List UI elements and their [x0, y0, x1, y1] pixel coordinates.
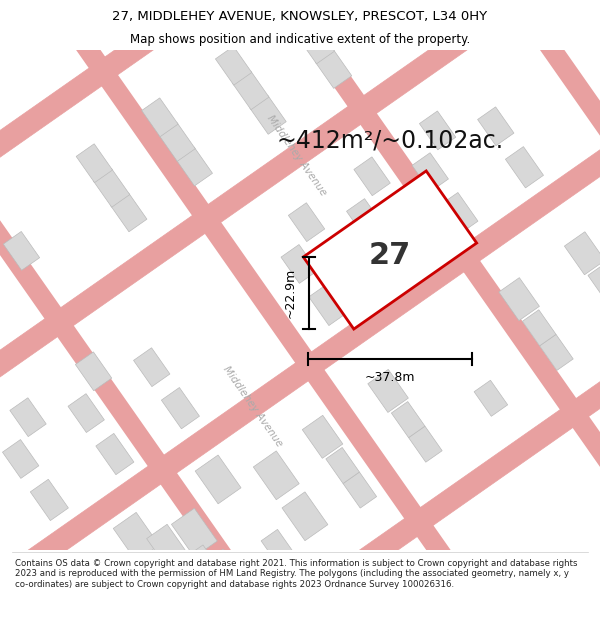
Polygon shape — [391, 402, 425, 437]
Text: ~37.8m: ~37.8m — [365, 371, 415, 384]
Polygon shape — [412, 152, 448, 192]
Polygon shape — [282, 492, 328, 541]
Polygon shape — [3, 231, 40, 270]
Polygon shape — [155, 604, 188, 625]
Polygon shape — [94, 168, 130, 208]
Polygon shape — [281, 244, 317, 283]
Polygon shape — [81, 570, 122, 613]
Polygon shape — [118, 607, 164, 625]
Polygon shape — [588, 264, 600, 300]
Polygon shape — [233, 71, 269, 110]
Text: ~22.9m: ~22.9m — [284, 268, 297, 318]
Polygon shape — [419, 111, 456, 150]
Text: 27, MIDDLEHEY AVENUE, KNOWSLEY, PRESCOT, L34 0HY: 27, MIDDLEHEY AVENUE, KNOWSLEY, PRESCOT,… — [112, 10, 488, 23]
Polygon shape — [250, 96, 286, 134]
Polygon shape — [505, 147, 544, 188]
Polygon shape — [187, 545, 220, 581]
Polygon shape — [474, 380, 508, 416]
Polygon shape — [137, 579, 171, 616]
Polygon shape — [2, 439, 39, 478]
Polygon shape — [76, 144, 113, 182]
Text: ~412m²/~0.102ac.: ~412m²/~0.102ac. — [277, 128, 503, 152]
Polygon shape — [76, 352, 112, 391]
Polygon shape — [565, 232, 600, 275]
Text: Middlehey Avenue: Middlehey Avenue — [221, 364, 284, 449]
Polygon shape — [302, 415, 343, 458]
Polygon shape — [304, 171, 476, 329]
Polygon shape — [142, 98, 178, 137]
Polygon shape — [30, 479, 68, 521]
Polygon shape — [88, 614, 122, 625]
Polygon shape — [499, 278, 539, 321]
Polygon shape — [113, 512, 159, 561]
Polygon shape — [523, 310, 556, 346]
Polygon shape — [0, 0, 600, 498]
Polygon shape — [478, 107, 514, 146]
Polygon shape — [316, 49, 352, 88]
Polygon shape — [347, 199, 383, 238]
Polygon shape — [10, 398, 46, 437]
Polygon shape — [134, 348, 170, 387]
Polygon shape — [539, 334, 573, 371]
Polygon shape — [298, 25, 335, 64]
Polygon shape — [354, 157, 390, 196]
Polygon shape — [253, 451, 299, 500]
Polygon shape — [343, 472, 377, 508]
Polygon shape — [0, 53, 600, 625]
Polygon shape — [176, 147, 212, 186]
Polygon shape — [68, 394, 104, 432]
Polygon shape — [309, 284, 347, 326]
Polygon shape — [0, 114, 268, 625]
Text: Contains OS data © Crown copyright and database right 2021. This information is : Contains OS data © Crown copyright and d… — [15, 559, 577, 589]
Polygon shape — [159, 122, 195, 161]
Polygon shape — [326, 448, 359, 484]
Polygon shape — [374, 238, 412, 279]
Polygon shape — [0, 5, 423, 625]
Polygon shape — [204, 569, 238, 606]
Polygon shape — [161, 388, 199, 429]
Polygon shape — [200, 549, 246, 598]
Polygon shape — [195, 455, 241, 504]
Text: Middlehey Avenue: Middlehey Avenue — [265, 114, 328, 198]
Polygon shape — [0, 0, 544, 350]
Polygon shape — [28, 209, 600, 625]
Polygon shape — [440, 192, 478, 234]
Polygon shape — [0, 0, 571, 625]
Text: Map shows position and indicative extent of the property.: Map shows position and indicative extent… — [130, 32, 470, 46]
Polygon shape — [89, 566, 136, 614]
Polygon shape — [261, 529, 295, 566]
Polygon shape — [110, 193, 147, 232]
Polygon shape — [136, 0, 600, 624]
Polygon shape — [96, 433, 134, 474]
Text: 27: 27 — [369, 241, 411, 269]
Polygon shape — [368, 369, 409, 413]
Polygon shape — [409, 426, 442, 462]
Polygon shape — [215, 46, 252, 85]
Polygon shape — [146, 524, 187, 568]
Polygon shape — [289, 202, 325, 242]
Polygon shape — [172, 508, 217, 557]
Polygon shape — [292, 0, 600, 514]
